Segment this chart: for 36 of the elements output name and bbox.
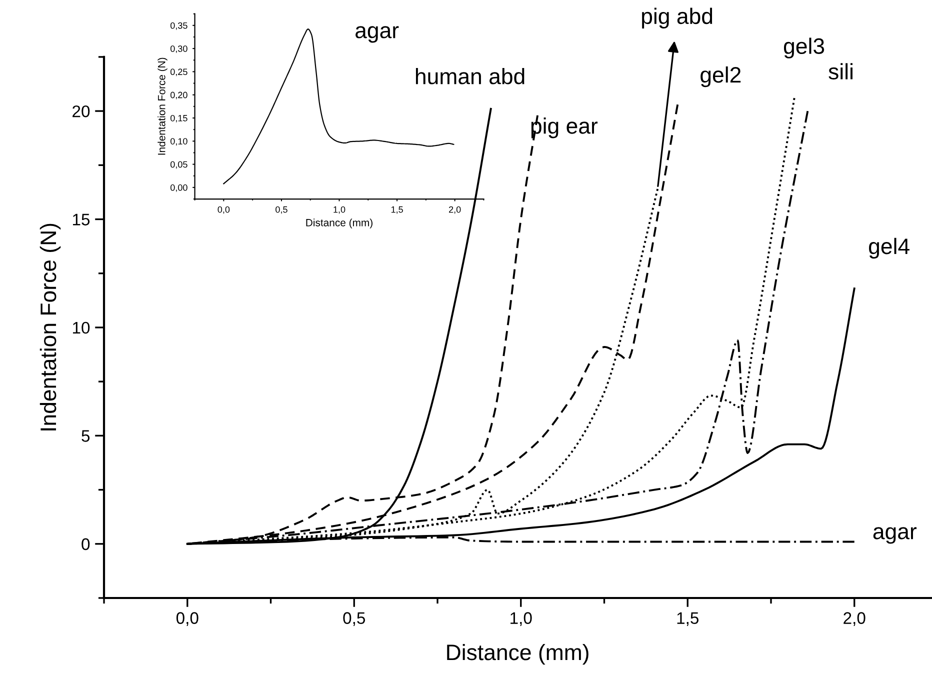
x-tick-label: 1,0 — [334, 206, 346, 214]
y-tick-label: 10 — [72, 322, 90, 334]
y-tick-label: 15 — [72, 214, 90, 226]
y-tick-label: 0,10 — [170, 138, 188, 146]
y-axis-title: Indentation Force (N) — [40, 224, 61, 430]
x-tick-label: 0,5 — [343, 612, 366, 626]
x-tick-label: 2,0 — [448, 206, 461, 214]
y-tick-label: 0,00 — [170, 184, 188, 192]
x-tick-label: 1,0 — [510, 612, 532, 626]
y-tick-label: 0,20 — [170, 92, 188, 100]
x-tick-label: 1,5 — [391, 206, 403, 214]
series-label: pig ear — [531, 118, 598, 138]
x-tick-label: 2,0 — [844, 612, 866, 626]
x-axis-title: Distance (mm) — [447, 644, 588, 665]
y-axis-title: Indentation Force (N) — [158, 58, 168, 155]
series-label: gel4 — [869, 238, 910, 259]
y-tick-label: 5 — [82, 430, 90, 442]
y-tick-label: 0,05 — [170, 161, 188, 169]
x-tick-label: 0,0 — [218, 206, 230, 214]
y-tick-label: 0 — [82, 538, 90, 550]
y-tick-label: 0,15 — [170, 114, 188, 122]
text: pig abd — [642, 8, 712, 28]
series-label: gel2 — [700, 66, 741, 88]
series-label: human abd — [416, 68, 524, 84]
x-axis-title: Distance (mm) — [306, 218, 372, 228]
series-label: agar — [873, 527, 917, 544]
chart-title: agar — [356, 26, 399, 43]
y-tick-label: 0,25 — [170, 68, 188, 76]
series-label: gel3 — [784, 38, 824, 58]
x-tick-label: 0,0 — [176, 612, 198, 626]
y-tick-label: 20 — [72, 105, 90, 118]
x-tick-label: 1,5 — [677, 612, 699, 626]
y-tick-label: 0,35 — [170, 22, 188, 30]
series-label: sili — [828, 63, 852, 80]
y-tick-label: 0,30 — [170, 46, 188, 53]
x-tick-label: 0,5 — [276, 206, 288, 214]
